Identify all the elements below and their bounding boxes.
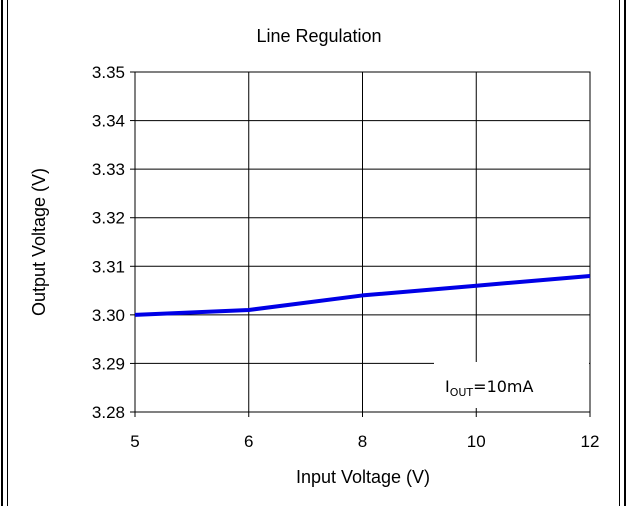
frame-border-left-inner xyxy=(7,0,8,506)
x-tick-label: 5 xyxy=(130,432,139,451)
annotation-rest: =10mA xyxy=(473,377,533,396)
annotation-iout: IOUT=10mA xyxy=(445,377,534,399)
annotation-main: I xyxy=(445,377,450,396)
y-tick-label: 3.35 xyxy=(92,63,125,82)
y-tick-label: 3.31 xyxy=(92,257,125,276)
frame-border-right-inner xyxy=(619,0,620,506)
annotation-sub: OUT xyxy=(450,386,474,399)
x-tick-label: 10 xyxy=(467,432,486,451)
y-tick-label: 3.29 xyxy=(92,354,125,373)
y-tick-label: 3.33 xyxy=(92,160,125,179)
chart-title: Line Regulation xyxy=(256,26,381,46)
frame-border-left xyxy=(1,0,3,506)
y-axis: 3.35 3.34 3.33 3.32 3.31 3.30 3.29 3.28 xyxy=(92,63,135,422)
annotation-box xyxy=(434,362,589,408)
x-tick-label: 8 xyxy=(358,432,367,451)
x-axis-label: Input Voltage (V) xyxy=(296,467,430,487)
x-tick-label: 6 xyxy=(244,432,253,451)
frame-border-right xyxy=(624,0,626,506)
series-layer xyxy=(134,274,591,317)
y-axis-label: Output Voltage (V) xyxy=(29,168,49,316)
y-tick-label: 3.32 xyxy=(92,209,125,228)
y-tick-label: 3.34 xyxy=(92,112,125,131)
grid xyxy=(134,71,591,413)
x-tick-label: 12 xyxy=(581,432,600,451)
y-tick-label: 3.28 xyxy=(92,403,125,422)
y-tick-label: 3.30 xyxy=(92,306,125,325)
x-axis: 5 6 8 10 12 xyxy=(130,412,599,451)
